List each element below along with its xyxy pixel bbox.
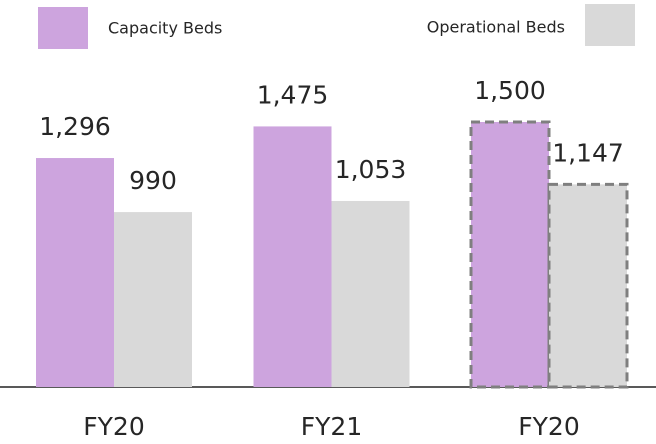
legend-label: Operational Beds xyxy=(427,18,565,37)
bar xyxy=(547,182,629,389)
value-label: 1,296 xyxy=(39,112,111,141)
x-tick-label: FY20 xyxy=(83,412,144,441)
x-tick-label: FY20 xyxy=(518,412,579,441)
bar xyxy=(253,126,332,388)
value-label: 1,147 xyxy=(552,138,624,167)
bar xyxy=(114,212,192,387)
bar xyxy=(331,200,410,387)
bar xyxy=(36,158,114,387)
value-label: 1,053 xyxy=(335,155,407,184)
bar xyxy=(469,120,551,389)
legend-label: Capacity Beds xyxy=(108,19,222,38)
value-label: 1,500 xyxy=(474,76,546,105)
value-label: 1,475 xyxy=(257,80,329,109)
x-tick-label: FY21 xyxy=(301,412,362,441)
legend-swatch xyxy=(38,7,88,49)
value-label: 990 xyxy=(129,166,177,195)
legend-swatch xyxy=(585,4,635,46)
